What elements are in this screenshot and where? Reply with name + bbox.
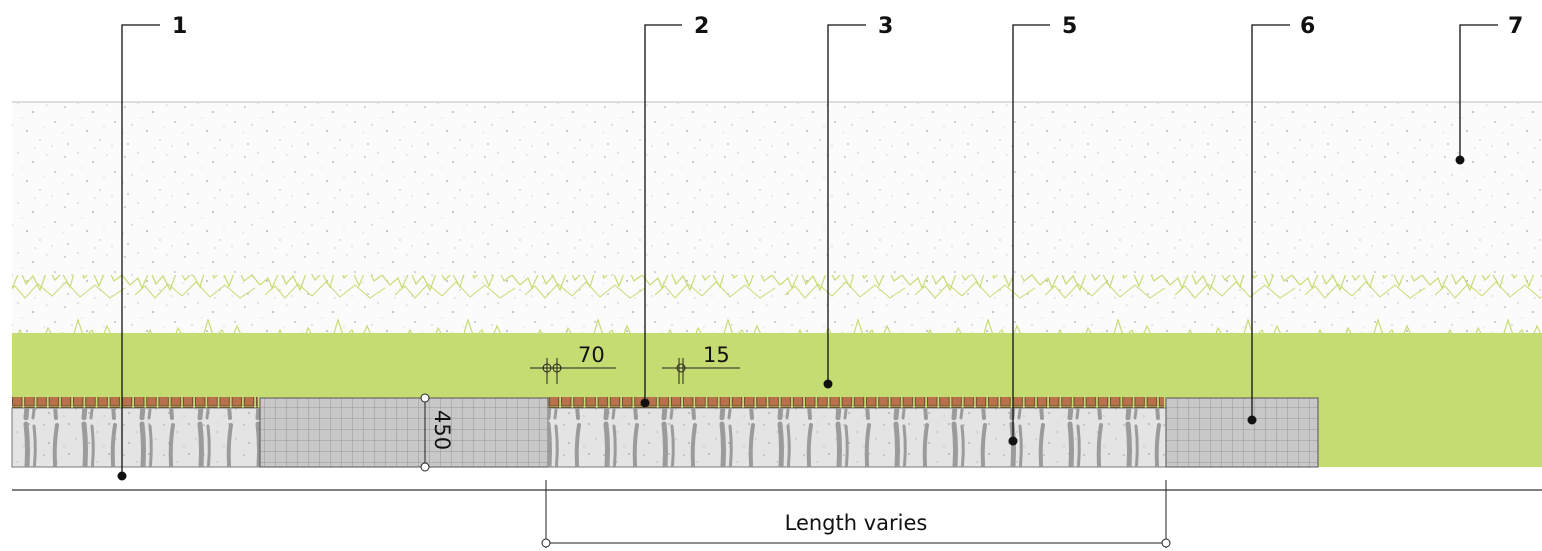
concrete-strokes [548, 408, 1166, 467]
callout: 2 [640, 14, 709, 408]
callout-label: 7 [1508, 14, 1523, 39]
dimension-label: Length varies [785, 511, 928, 535]
callout: 7 [1455, 14, 1523, 165]
callout: 6 [1247, 14, 1315, 425]
mesh-block [259, 397, 549, 468]
dimension-label: 450 [430, 410, 454, 450]
brick-row [548, 397, 1164, 408]
callout-label: 2 [694, 14, 709, 39]
grass [12, 275, 1542, 335]
callout-label: 5 [1062, 14, 1077, 39]
callout-label: 3 [878, 14, 893, 39]
dimension-450: 450 [420, 393, 454, 472]
mesh-block [1165, 397, 1319, 468]
dimension-70: 70 [530, 343, 616, 384]
dimension-15: 15 [662, 343, 740, 384]
dimension-length: Length varies [541, 480, 1171, 548]
callout-label: 6 [1300, 14, 1315, 39]
concrete-strokes [12, 408, 260, 467]
callout-label: 1 [172, 14, 187, 39]
callout: 3 [823, 14, 893, 389]
dimension-label: 70 [578, 343, 605, 367]
callout: 5 [1008, 14, 1077, 446]
dimension-label: 15 [703, 343, 730, 367]
brick-row [12, 397, 258, 408]
callout: 1 [117, 14, 187, 481]
